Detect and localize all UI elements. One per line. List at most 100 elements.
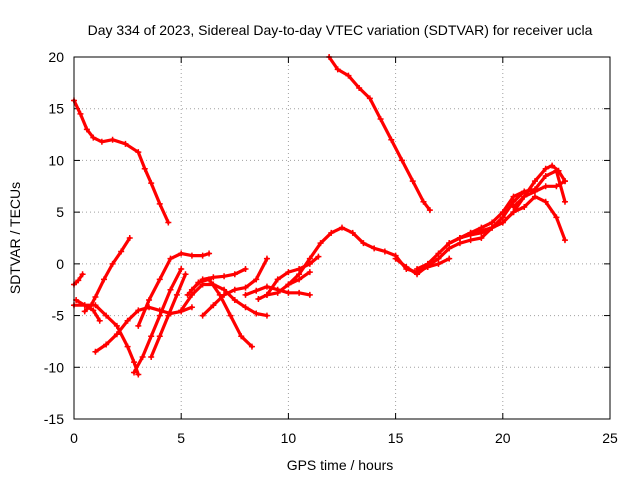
series-line — [72, 98, 170, 225]
x-tick-label: 25 — [602, 430, 618, 446]
data-point — [478, 224, 485, 231]
data-point — [510, 193, 517, 200]
y-tick-label: -10 — [44, 359, 64, 375]
data-point — [81, 302, 88, 309]
data-point — [92, 293, 99, 300]
data-point — [478, 229, 485, 236]
data-point — [306, 269, 313, 276]
data-point — [122, 140, 129, 147]
data-point — [549, 162, 556, 169]
data-point — [296, 271, 303, 278]
series-layer — [71, 54, 568, 378]
data-point — [210, 302, 217, 309]
data-point — [141, 165, 148, 172]
data-point — [178, 307, 185, 314]
data-point — [135, 307, 142, 314]
grid-layer — [74, 57, 610, 419]
data-point — [456, 240, 463, 247]
data-point — [510, 203, 517, 210]
data-point — [409, 178, 416, 185]
data-point — [221, 286, 228, 293]
data-point — [420, 198, 427, 205]
series-line — [190, 267, 248, 292]
data-point — [75, 277, 82, 284]
data-point — [103, 312, 110, 319]
data-point — [381, 248, 388, 255]
data-point — [221, 273, 228, 280]
data-point — [135, 322, 142, 329]
series-pass-i — [131, 266, 185, 376]
ticks-layer: 0 5 10 15 20 25 -15 -10 -5 0 5 10 15 20 — [44, 49, 618, 446]
data-point — [306, 255, 313, 262]
data-point — [238, 333, 245, 340]
series-pass-w — [478, 193, 568, 244]
data-point — [553, 183, 560, 190]
data-point — [210, 274, 217, 281]
data-point — [77, 110, 84, 117]
data-point — [156, 200, 163, 207]
data-point — [113, 331, 120, 338]
x-tick-label: 0 — [70, 430, 78, 446]
data-point — [242, 284, 249, 291]
data-point — [96, 317, 103, 324]
data-point — [510, 209, 517, 216]
series-pass-a — [71, 97, 172, 226]
y-tick-label: 5 — [56, 204, 64, 220]
series-pass-r — [285, 224, 453, 288]
data-point — [113, 322, 120, 329]
data-point — [101, 276, 108, 283]
x-axis-label: GPS time / hours — [287, 457, 394, 473]
chart-title: Day 334 of 2023, Sidereal Day-to-day VTE… — [88, 22, 593, 38]
data-point — [231, 271, 238, 278]
data-point — [79, 271, 86, 278]
data-point — [414, 266, 421, 273]
data-point — [446, 245, 453, 252]
data-point — [242, 291, 249, 298]
x-tick-label: 10 — [281, 430, 297, 446]
data-point — [478, 235, 485, 241]
data-point — [553, 214, 560, 221]
data-point — [167, 255, 174, 262]
y-tick-label: 0 — [56, 256, 64, 272]
data-point — [92, 348, 99, 355]
data-point — [499, 219, 506, 226]
data-point — [328, 229, 335, 236]
data-point — [542, 165, 549, 172]
data-point — [98, 138, 105, 145]
series-pass-j — [148, 271, 189, 360]
data-point — [173, 291, 180, 298]
data-point — [499, 209, 506, 216]
data-point — [467, 229, 474, 236]
data-point — [561, 237, 568, 244]
data-point — [446, 255, 453, 262]
data-point — [109, 136, 116, 143]
data-point — [446, 240, 453, 247]
data-point — [356, 85, 363, 92]
data-point — [285, 281, 292, 288]
data-point — [242, 304, 249, 311]
series-pass-n — [199, 255, 270, 319]
data-point — [542, 172, 549, 179]
data-point — [561, 198, 568, 205]
data-point — [255, 296, 262, 303]
data-point — [184, 291, 191, 298]
data-point — [263, 283, 270, 290]
series-line — [479, 195, 567, 242]
data-point — [156, 333, 163, 340]
data-point — [131, 369, 138, 376]
data-point — [296, 289, 303, 296]
series-line — [83, 236, 132, 313]
data-point — [263, 312, 270, 319]
data-point — [188, 252, 195, 259]
data-point — [253, 287, 260, 294]
data-point — [467, 237, 474, 244]
data-point — [165, 312, 172, 319]
data-point — [377, 116, 384, 123]
data-point — [403, 263, 410, 270]
data-point — [521, 193, 528, 200]
data-point — [148, 353, 155, 360]
data-point — [285, 269, 292, 276]
data-point — [90, 307, 97, 314]
series-pass-h — [135, 250, 213, 329]
data-point — [242, 266, 249, 273]
